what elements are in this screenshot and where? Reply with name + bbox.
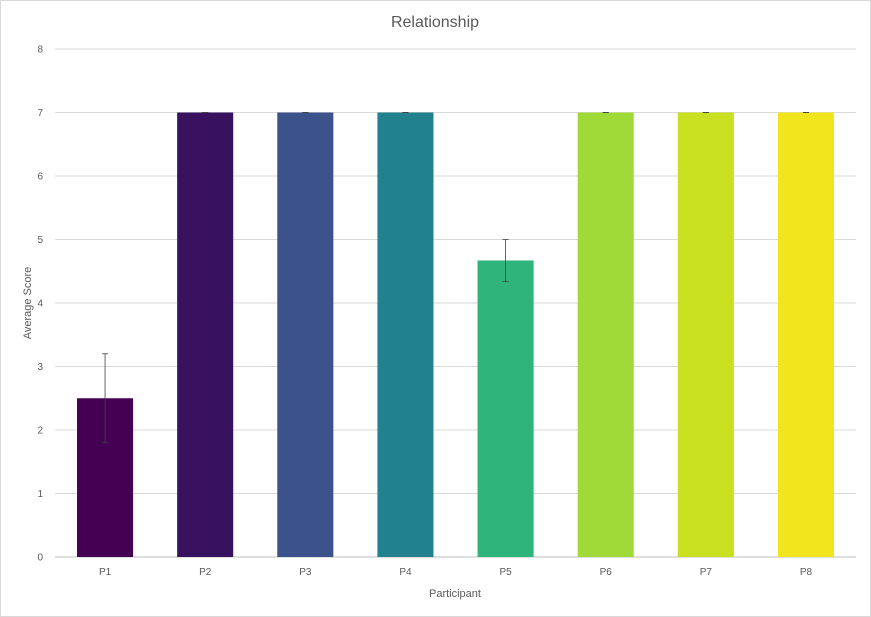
y-axis-label: Average Score — [22, 267, 34, 340]
y-tick-label: 2 — [37, 426, 43, 437]
error-bars — [102, 112, 809, 444]
x-tick-label: P4 — [399, 567, 412, 578]
x-tick-label: P1 — [99, 567, 112, 578]
x-tick-label: P8 — [800, 567, 813, 578]
bar-p2 — [177, 112, 234, 557]
y-tick-label: 0 — [37, 553, 43, 564]
y-tick-label: 8 — [37, 45, 43, 56]
x-tick-label: P6 — [600, 567, 613, 578]
x-tick-label: P7 — [700, 567, 713, 578]
y-axis-ticks: 0 1 2 3 4 5 6 7 8 — [37, 45, 43, 564]
bar-p7 — [677, 112, 734, 557]
x-tick-label: P5 — [499, 567, 512, 578]
y-tick-label: 6 — [37, 172, 43, 183]
x-axis-ticks: P1 P2 P3 P4 P5 P6 P7 P8 — [99, 567, 813, 578]
x-tick-label: P2 — [199, 567, 212, 578]
chart-title: Relationship — [391, 14, 479, 31]
bar-p6 — [577, 112, 634, 557]
bar-p3 — [277, 112, 334, 557]
y-tick-label: 1 — [37, 489, 43, 500]
bars — [77, 112, 834, 557]
y-tick-label: 3 — [37, 362, 43, 373]
bar-p4 — [377, 112, 434, 557]
gridlines — [55, 48, 856, 558]
bar-p5 — [477, 260, 534, 557]
y-tick-label: 5 — [37, 235, 43, 246]
y-tick-label: 7 — [37, 108, 43, 119]
bar-p8 — [777, 112, 834, 557]
x-axis-label: Participant — [429, 588, 481, 600]
y-tick-label: 4 — [37, 299, 43, 310]
x-tick-label: P3 — [299, 567, 312, 578]
